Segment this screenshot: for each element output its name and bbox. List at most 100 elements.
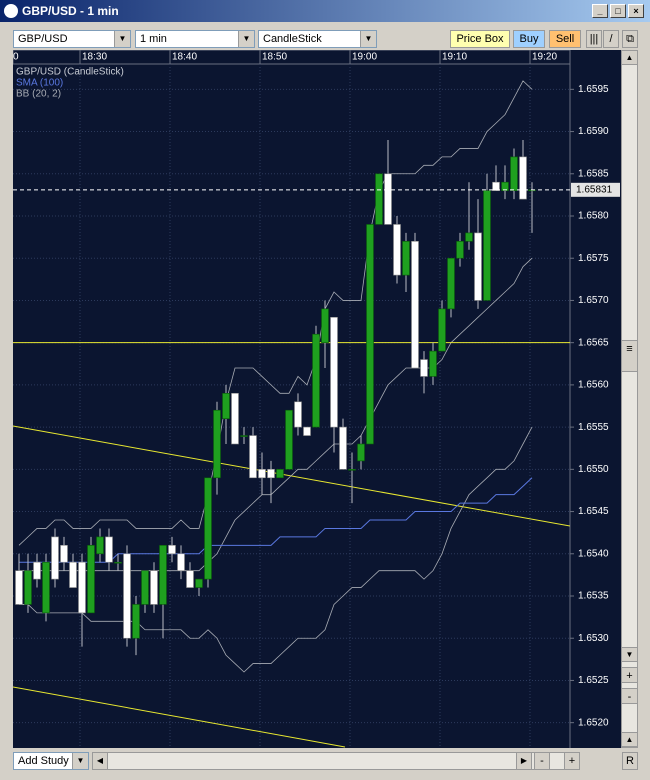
- candle-body: [366, 224, 374, 445]
- candle-body: [195, 578, 203, 588]
- zoom-out[interactable]: -: [621, 688, 638, 704]
- x-tick-label: 18:50: [262, 52, 287, 63]
- candle-body: [60, 545, 68, 563]
- x-tick-label: 0: [13, 52, 19, 63]
- maximize-button[interactable]: □: [610, 4, 626, 18]
- scroll-right[interactable]: ▶: [516, 752, 532, 770]
- y-tick-label: 1.6580: [578, 211, 609, 222]
- candle-body: [456, 241, 464, 259]
- close-button[interactable]: ×: [628, 4, 644, 18]
- candle-body: [204, 477, 212, 580]
- candle-body: [285, 409, 293, 470]
- candle-body: [222, 393, 230, 419]
- candle-body: [339, 426, 347, 470]
- price-box-button[interactable]: Price Box: [450, 30, 510, 48]
- candle-body: [33, 561, 41, 580]
- title-bar: GBP/USD - 1 min: [0, 0, 650, 22]
- minimize-button[interactable]: _: [592, 4, 608, 18]
- dropdown-arrow: ▼: [72, 753, 88, 769]
- h-zoom-in[interactable]: +: [564, 752, 580, 770]
- bollinger-band: [18, 80, 533, 546]
- y-tick-label: 1.6520: [578, 717, 609, 728]
- scroll-up[interactable]: ▲: [621, 50, 638, 65]
- candle-body: [474, 232, 482, 301]
- candle-body: [96, 536, 104, 555]
- candle-body: [249, 435, 257, 479]
- y-tick-label: 1.6535: [578, 591, 609, 602]
- reset-button[interactable]: R: [622, 752, 638, 770]
- add-study-select[interactable]: Add Study ▼: [13, 752, 89, 770]
- y-tick-label: 1.6590: [578, 126, 609, 137]
- candle-body: [78, 561, 86, 614]
- restore-tool[interactable]: ⧉: [622, 30, 638, 48]
- vertical-scrollbar[interactable]: [621, 50, 638, 748]
- legend-entry: SMA (100): [16, 78, 63, 89]
- chart-style: CandleStick: [263, 33, 322, 45]
- bars-tool[interactable]: |||: [586, 30, 602, 48]
- candle-body: [303, 426, 311, 436]
- candle-body: [384, 173, 392, 225]
- draw-tool[interactable]: /: [603, 30, 619, 48]
- candle-body: [330, 317, 338, 428]
- candle-body: [132, 604, 140, 639]
- candle-body: [465, 232, 473, 242]
- candle-body: [42, 561, 50, 614]
- candle-body: [105, 536, 113, 563]
- candle-body: [240, 435, 248, 437]
- candle-body: [420, 359, 428, 377]
- candle-body: [51, 536, 59, 580]
- x-tick-label: 19:00: [352, 52, 377, 63]
- candle-body: [87, 545, 95, 614]
- candle-body: [348, 469, 356, 471]
- horizontal-scrollbar[interactable]: [92, 752, 580, 770]
- candle-body: [213, 409, 221, 479]
- candle-body: [402, 241, 410, 276]
- buy-button[interactable]: Buy: [513, 30, 545, 48]
- candle-body: [393, 224, 401, 276]
- candle-body: [510, 156, 518, 191]
- candle-body: [276, 469, 284, 479]
- zoom-in[interactable]: +: [621, 667, 638, 683]
- candle-body: [312, 333, 320, 428]
- x-tick-label: 18:40: [172, 52, 197, 63]
- candle-body: [321, 308, 329, 343]
- candle-body: [294, 401, 302, 428]
- dropdown-arrow: ▼: [114, 31, 130, 47]
- candle-body: [186, 570, 194, 588]
- y-tick-label: 1.6595: [578, 84, 609, 95]
- scroll-down[interactable]: ▼: [621, 647, 638, 662]
- bollinger-band: [19, 257, 533, 572]
- x-tick-label: 19:10: [442, 52, 467, 63]
- candle-body: [168, 545, 176, 555]
- sell-button[interactable]: Sell: [549, 30, 581, 48]
- y-tick-label: 1.6555: [578, 422, 609, 433]
- y-tick-label: 1.6575: [578, 253, 609, 264]
- y-tick-label: 1.6525: [578, 675, 609, 686]
- candle-body: [15, 570, 23, 605]
- scroll-thumb[interactable]: ≡: [621, 340, 638, 372]
- y-tick-label: 1.6560: [578, 380, 609, 391]
- bollinger-band: [19, 426, 533, 673]
- candle-body: [357, 443, 365, 462]
- candle-body: [411, 241, 419, 369]
- trend-line: [13, 686, 346, 748]
- candle-body: [141, 570, 149, 605]
- candle-body: [114, 561, 122, 564]
- interval-select[interactable]: 1 min ▼: [135, 30, 255, 48]
- dropdown-arrow: ▼: [360, 31, 376, 47]
- scroll-left[interactable]: ◀: [92, 752, 108, 770]
- style-select[interactable]: CandleStick ▼: [258, 30, 377, 48]
- candle-body: [438, 308, 446, 352]
- candle-body: [231, 393, 239, 445]
- candle-body: [24, 570, 32, 605]
- legend-entry: GBP/USD (CandleStick): [16, 67, 124, 78]
- y-tick-label: 1.6540: [578, 548, 609, 559]
- chart: GBP/USD (CandleStick) SMA (100) BB (20, …: [13, 50, 621, 748]
- current-price-box: [571, 182, 620, 197]
- scroll-end[interactable]: ▲: [621, 732, 638, 747]
- y-tick-label: 1.6585: [578, 168, 609, 179]
- candle-body: [150, 570, 158, 605]
- y-tick-label: 1.6530: [578, 633, 609, 644]
- symbol-select[interactable]: GBP/USD ▼: [13, 30, 131, 48]
- h-zoom-out[interactable]: -: [534, 752, 550, 770]
